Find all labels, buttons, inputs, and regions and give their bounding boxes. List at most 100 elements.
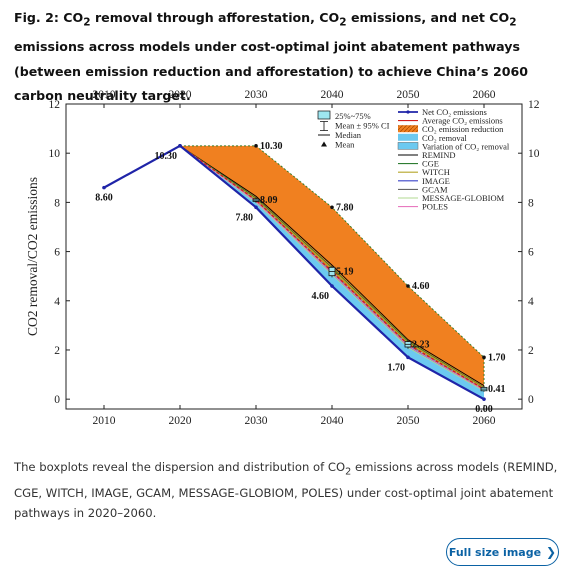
data-label: 2.23 [412, 339, 430, 350]
x-tick-label-bottom: 2060 [473, 415, 496, 427]
reduction-upper-point [482, 355, 486, 360]
x-tick-label-bottom: 2010 [93, 415, 116, 427]
data-label: 0.00 [475, 404, 493, 415]
data-label: 8.09 [260, 195, 278, 206]
legend-right-image: IMAGE [398, 176, 450, 186]
net-point [178, 144, 182, 148]
data-label: 1.70 [388, 362, 406, 373]
legend-left-25-75: 25%~75% [317, 110, 371, 121]
data-label: 10.30 [260, 141, 283, 152]
legend-right-label: CO₂ removal [422, 133, 467, 143]
y-tick-label-right: 8 [528, 197, 534, 209]
legend-right-variation-of-co-removal: Variation of CO₂ removal [397, 141, 510, 151]
data-label: 4.60 [312, 291, 330, 302]
y-tick-label-left: 6 [54, 247, 60, 259]
legend-right-co-removal: CO₂ removal [398, 133, 467, 143]
y-tick-label-right: 2 [528, 345, 534, 357]
legend-right-label: Net CO₂ emissions [422, 107, 487, 117]
boxplot-2050 [404, 339, 412, 349]
legend-left-label: Median [335, 130, 362, 140]
legend-right-co-emission-reduction: CO₂ emission reduction [398, 124, 504, 134]
data-label: 8.60 [95, 193, 113, 204]
legend-right-label: IMAGE [422, 176, 450, 186]
data-label: 1.70 [488, 352, 506, 363]
y-tick-label-left: 0 [54, 394, 60, 406]
full-size-image-label: Full size image [448, 545, 542, 559]
legend-swatch-symbol [398, 133, 418, 141]
y-tick-label-right: 4 [528, 296, 534, 308]
legend-right-label: Variation of CO₂ removal [422, 141, 510, 151]
data-label: 4.60 [412, 281, 430, 292]
x-tick-label-top: 2020 [169, 89, 192, 101]
legend-left-label: Mean [335, 140, 355, 150]
legend-right-label: WITCH [422, 167, 450, 177]
y-tick-label-right: 12 [528, 99, 540, 111]
net-point [102, 185, 106, 190]
data-label: 7.80 [336, 202, 354, 213]
figure-description: The boxplots reveal the dispersion and d… [14, 460, 558, 521]
legend-right-witch: WITCH [398, 167, 450, 177]
x-tick-label-bottom: 2020 [169, 415, 192, 427]
data-label: 7.80 [236, 212, 254, 223]
reduction-upper-point [330, 205, 334, 210]
legend-box-symbol [317, 110, 331, 120]
y-tick-label-right: 10 [528, 148, 540, 160]
legend-left-mean-95-ci: Mean ± 95% CI [320, 121, 390, 131]
y-tick-label-left: 10 [49, 148, 61, 160]
figure-title: Fig. 2: CO2 removal through afforestatio… [14, 10, 528, 104]
full-size-image-button[interactable]: Full size image ❯ [446, 538, 559, 566]
legend-swatch-symbol [397, 142, 419, 150]
net-point [482, 397, 486, 401]
legend-right-label: MESSAGE-GLOBIOM [422, 193, 505, 203]
legend-swatch-symbol [398, 125, 418, 133]
legend-right-average-co-emissions: Average CO₂ emissions [398, 116, 503, 126]
net-point [406, 355, 410, 360]
data-label: 5.19 [336, 267, 354, 278]
chevron-right-icon: ❯ [546, 545, 557, 559]
y-tick-label-right: 0 [528, 394, 534, 406]
legend-errorbar-symbol [320, 121, 328, 131]
x-tick-label-top: 2060 [473, 89, 496, 101]
x-tick-label-top: 2040 [321, 89, 344, 101]
y-tick-label-left: 12 [49, 99, 61, 111]
y-tick-label-left: 8 [54, 197, 60, 209]
legend-right-gcam: GCAM [398, 184, 448, 194]
net-point [254, 205, 258, 210]
x-tick-label-top: 2010 [93, 89, 116, 101]
legend-right-label: CGE [422, 159, 439, 169]
reduction-upper-point [406, 284, 410, 288]
legend-right-label: REMIND [422, 150, 456, 160]
x-tick-label-bottom: 2040 [321, 415, 344, 427]
boxplot-2060 [480, 385, 488, 392]
net-point [330, 284, 334, 288]
legend-left-mean: Mean [321, 140, 355, 150]
y-axis-title: CO2 removal/CO2 emissions [25, 177, 40, 336]
emissions-chart: 2010201020202020203020302040204020502050… [25, 89, 540, 427]
series-net-co2-emissions-line [103, 144, 485, 401]
legend-mean-symbol [321, 141, 327, 147]
data-label: 0.41 [488, 384, 506, 395]
reduction-upper-point [254, 144, 258, 148]
x-tick-label-bottom: 2050 [397, 415, 420, 427]
boxplot-2040 [328, 265, 336, 278]
legend-left-label: 25%~75% [335, 111, 371, 121]
legend-right-cge: CGE [398, 159, 439, 169]
legend-marker-symbol [406, 110, 410, 114]
legend-left-label: Mean ± 95% CI [335, 121, 390, 131]
y-tick-label-left: 4 [54, 296, 60, 308]
legend-right-label: Average CO₂ emissions [422, 116, 503, 126]
x-tick-label-top: 2030 [245, 89, 268, 101]
legend-right-label: GCAM [422, 184, 448, 194]
data-label: 10.30 [155, 151, 178, 162]
legend-right-net-co-emissions: Net CO₂ emissions [398, 107, 487, 117]
boxplot-2030 [252, 197, 260, 203]
x-tick-label-bottom: 2030 [245, 415, 268, 427]
plot-frame [65, 103, 523, 410]
legend-right-label: CO₂ emission reduction [422, 124, 504, 134]
y-tick-label-right: 6 [528, 247, 534, 259]
legend-left-median: Median [318, 130, 362, 140]
y-tick-label-left: 2 [54, 345, 60, 357]
legend-right-poles: POLES [398, 202, 448, 212]
legend-right-remind: REMIND [398, 150, 456, 160]
x-tick-label-top: 2050 [397, 89, 420, 101]
